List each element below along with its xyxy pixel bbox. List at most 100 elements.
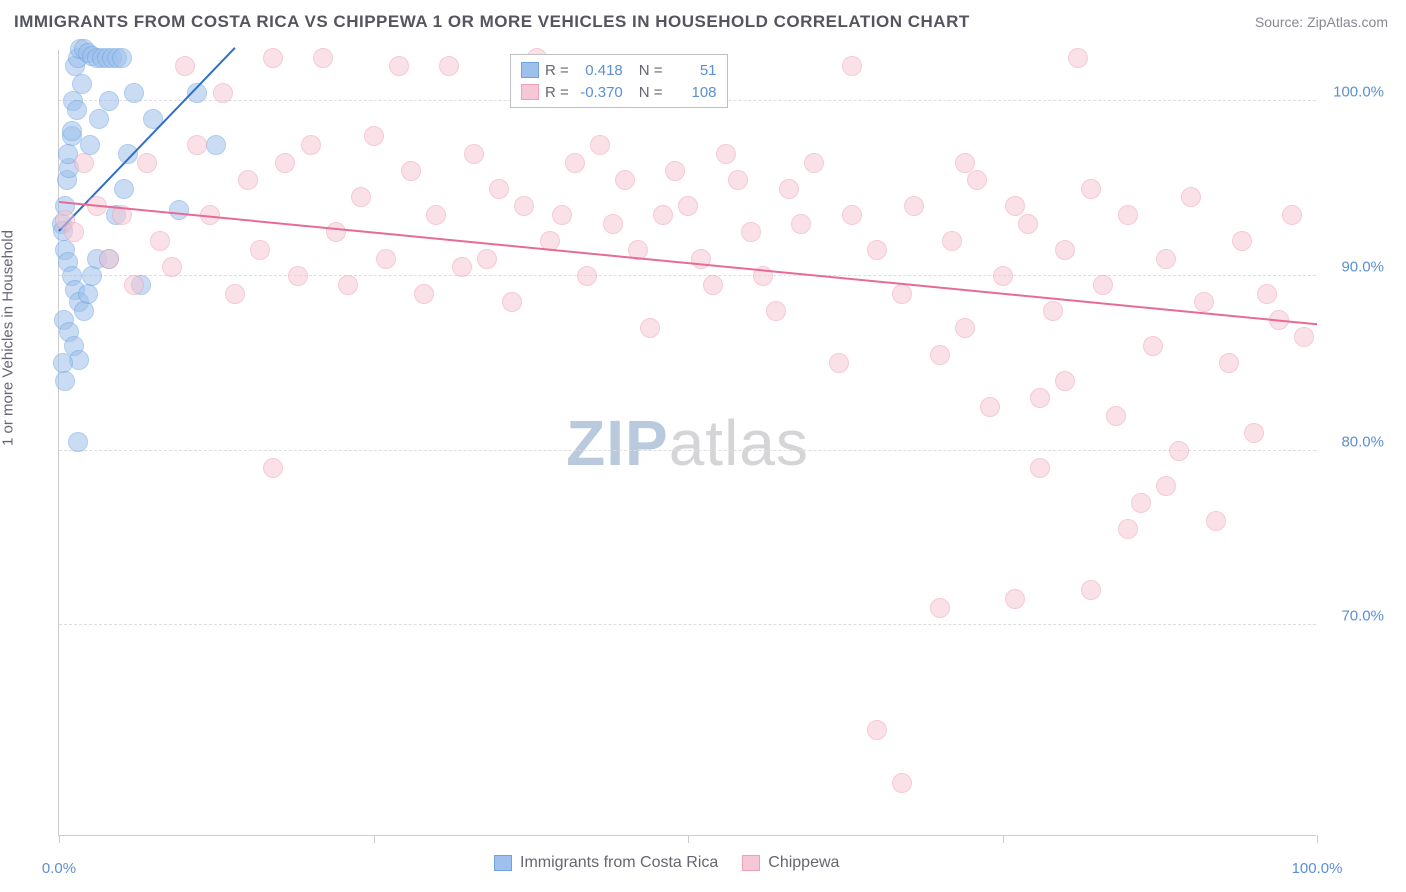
data-point — [842, 205, 862, 225]
data-point — [477, 249, 497, 269]
data-point — [55, 371, 75, 391]
data-point — [89, 109, 109, 129]
data-point — [376, 249, 396, 269]
data-point — [1005, 589, 1025, 609]
watermark-part2: atlas — [669, 407, 809, 479]
data-point — [779, 179, 799, 199]
data-point — [1081, 179, 1101, 199]
data-point — [99, 91, 119, 111]
data-point — [250, 240, 270, 260]
data-point — [263, 458, 283, 478]
data-point — [238, 170, 258, 190]
x-tick — [688, 835, 689, 843]
y-tick-label: 80.0% — [1341, 433, 1384, 450]
data-point — [892, 773, 912, 793]
legend-swatch — [521, 62, 539, 78]
legend-n-label: N = — [639, 62, 663, 79]
data-point — [464, 144, 484, 164]
data-point — [263, 48, 283, 68]
data-point — [1156, 249, 1176, 269]
data-point — [1043, 301, 1063, 321]
legend-swatch — [494, 855, 512, 871]
x-tick — [1317, 835, 1318, 843]
data-point — [514, 196, 534, 216]
legend-swatch — [521, 84, 539, 100]
plot-area: ZIPatlas 70.0%80.0%90.0%100.0%0.0%100.0% — [58, 50, 1316, 836]
data-point — [967, 170, 987, 190]
data-point — [62, 121, 82, 141]
data-point — [1081, 580, 1101, 600]
data-point — [942, 231, 962, 251]
gridline — [59, 275, 1316, 276]
data-point — [1244, 423, 1264, 443]
data-point — [565, 153, 585, 173]
gridline — [59, 450, 1316, 451]
legend-r-label: R = — [545, 84, 569, 101]
data-point — [930, 598, 950, 618]
data-point — [301, 135, 321, 155]
legend-series: Immigrants from Costa Rica Chippewa — [494, 854, 839, 872]
data-point — [892, 284, 912, 304]
data-point — [552, 205, 572, 225]
data-point — [401, 161, 421, 181]
legend-series-item: Immigrants from Costa Rica — [494, 854, 718, 872]
data-point — [993, 266, 1013, 286]
data-point — [137, 153, 157, 173]
data-point — [1282, 205, 1302, 225]
watermark-part1: ZIP — [566, 407, 669, 479]
data-point — [1181, 187, 1201, 207]
data-point — [1131, 493, 1151, 513]
x-tick-label: 0.0% — [42, 860, 76, 877]
data-point — [1206, 511, 1226, 531]
data-point — [867, 720, 887, 740]
data-point — [489, 179, 509, 199]
data-point — [67, 100, 87, 120]
y-tick-label: 70.0% — [1341, 608, 1384, 625]
data-point — [313, 48, 333, 68]
data-point — [1030, 458, 1050, 478]
data-point — [1018, 214, 1038, 234]
data-point — [99, 249, 119, 269]
data-point — [64, 222, 84, 242]
data-point — [1118, 519, 1138, 539]
source-label: Source: ZipAtlas.com — [1255, 14, 1388, 30]
legend-stats: R =0.418N =51R =-0.370N =108 — [510, 54, 728, 108]
data-point — [82, 266, 102, 286]
x-tick — [374, 835, 375, 843]
y-tick-label: 100.0% — [1333, 84, 1384, 101]
legend-n-label: N = — [639, 84, 663, 101]
data-point — [68, 432, 88, 452]
data-point — [728, 170, 748, 190]
legend-series-label: Immigrants from Costa Rica — [520, 854, 718, 872]
data-point — [326, 222, 346, 242]
data-point — [1118, 205, 1138, 225]
legend-series-item: Chippewa — [742, 854, 839, 872]
data-point — [288, 266, 308, 286]
data-point — [791, 214, 811, 234]
data-point — [653, 205, 673, 225]
data-point — [1068, 48, 1088, 68]
data-point — [703, 275, 723, 295]
data-point — [1156, 476, 1176, 496]
data-point — [804, 153, 824, 173]
x-tick — [59, 835, 60, 843]
data-point — [72, 74, 92, 94]
data-point — [187, 135, 207, 155]
data-point — [640, 318, 660, 338]
data-point — [118, 144, 138, 164]
data-point — [577, 266, 597, 286]
data-point — [766, 301, 786, 321]
data-point — [124, 83, 144, 103]
legend-stats-row: R =-0.370N =108 — [521, 81, 717, 103]
gridline — [59, 624, 1316, 625]
data-point — [78, 284, 98, 304]
data-point — [1055, 240, 1075, 260]
legend-stats-row: R =0.418N =51 — [521, 59, 717, 81]
data-point — [904, 196, 924, 216]
legend-r-value: -0.370 — [575, 84, 623, 101]
data-point — [678, 196, 698, 216]
data-point — [150, 231, 170, 251]
data-point — [665, 161, 685, 181]
data-point — [842, 56, 862, 76]
data-point — [1169, 441, 1189, 461]
